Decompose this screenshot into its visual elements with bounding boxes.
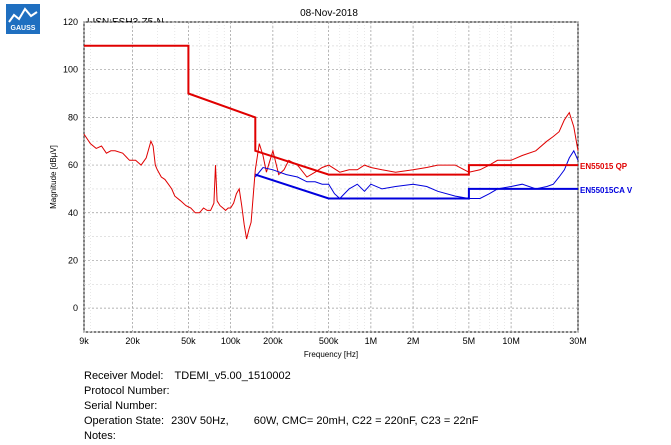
y-tick-label: 0 (73, 303, 78, 313)
operation-label: Operation State: (84, 415, 165, 427)
receiver-row: Receiver Model: TDEMI_v5.00_1510002 (84, 369, 291, 384)
x-tick-label: 5M (463, 336, 476, 346)
measured-trace-qp (83, 111, 579, 240)
serial-label: Serial Number: (84, 400, 158, 412)
logo-background (6, 4, 40, 34)
x-tick-label: 500k (319, 336, 339, 346)
x-tick-label: 1M (365, 336, 378, 346)
y-ticks: 0 20 40 60 80 100 120 (63, 17, 78, 313)
receiver-label: Receiver Model: (84, 370, 164, 382)
y-tick-label: 40 (68, 208, 78, 218)
x-tick-label: 100k (221, 336, 241, 346)
operation-value: 230V 50Hz, (171, 415, 229, 427)
limit-line-qp (84, 44, 578, 176)
serial-row: Serial Number: (84, 399, 157, 414)
limit-labels: EN55015 QP EN55015CA V (580, 162, 633, 195)
x-tick-label: 2M (407, 336, 420, 346)
traces (83, 111, 579, 240)
operation-value-2: 60W, CMC= 20mH, C22 = 220nF, C23 = 22nF (253, 415, 479, 427)
limit-label-av: EN55015CA V (580, 186, 633, 195)
x-ticks: 9k 20k 50k 100k 200k 500k 1M 2M 5M 10M 30M (79, 336, 587, 346)
notes-label: Notes: (84, 430, 116, 442)
x-tick-label: 50k (181, 336, 196, 346)
protocol-label: Protocol Number: (84, 385, 170, 397)
grid (83, 21, 579, 333)
date-label: 08-Nov-2018 (300, 8, 358, 19)
y-tick-label: 20 (68, 255, 78, 265)
x-tick-label: 10M (502, 336, 520, 346)
y-axis-label: Magnitude [dBµV] (49, 145, 58, 209)
emi-chart: GAUSS 08-Nov-2018 LISN:ESH3-Z5-N 0204060… (6, 4, 633, 359)
receiver-value: TDEMI_v5.00_1510002 (174, 370, 291, 382)
measured-trace-av (254, 149, 579, 200)
logo-text: GAUSS (11, 25, 36, 32)
limit-line-av (254, 173, 578, 200)
x-tick-label: 9k (79, 336, 89, 346)
mountain-icon (8, 7, 38, 23)
protocol-row: Protocol Number: (84, 384, 170, 399)
gauss-logo: GAUSS (6, 4, 40, 34)
x-tick-label: 200k (263, 336, 283, 346)
notes-row: Notes: (84, 429, 116, 444)
x-tick-label: 20k (125, 336, 140, 346)
y-tick-label: 80 (68, 112, 78, 122)
limit-lines (84, 44, 578, 200)
y-tick-label: 120 (63, 17, 78, 27)
x-axis-label: Frequency [Hz] (304, 350, 358, 359)
operation-row: Operation State: 230V 50Hz, 60W, CMC= 20… (84, 414, 478, 429)
x-tick-label: 30M (569, 336, 587, 346)
plot-frame (83, 21, 579, 333)
limit-label-qp: EN55015 QP (580, 162, 628, 171)
y-tick-label: 60 (68, 160, 78, 170)
y-tick-label: 100 (63, 65, 78, 75)
